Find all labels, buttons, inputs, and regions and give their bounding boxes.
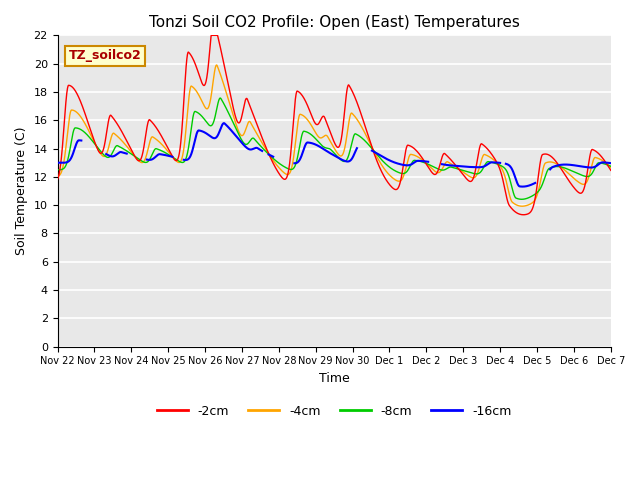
Title: Tonzi Soil CO2 Profile: Open (East) Temperatures: Tonzi Soil CO2 Profile: Open (East) Temp…	[148, 15, 520, 30]
Text: TZ_soilco2: TZ_soilco2	[68, 49, 141, 62]
Y-axis label: Soil Temperature (C): Soil Temperature (C)	[15, 127, 28, 255]
X-axis label: Time: Time	[319, 372, 349, 385]
Legend: -2cm, -4cm, -8cm, -16cm: -2cm, -4cm, -8cm, -16cm	[152, 400, 516, 423]
